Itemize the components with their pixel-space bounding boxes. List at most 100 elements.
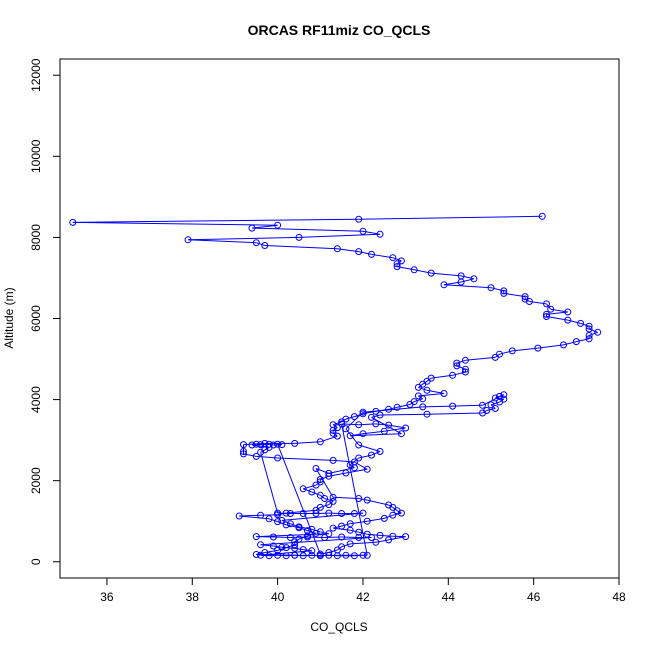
data-point [547,305,555,313]
data-point [419,403,427,411]
data-point [329,426,337,434]
series-line-segment [367,499,389,506]
series-line-segment [465,356,496,361]
data-point [265,515,273,523]
data-point [487,401,495,409]
data-point [359,408,367,416]
x-tick-label: 42 [356,590,370,604]
series-line-segment [379,413,428,416]
data-point [282,552,290,560]
data-point [585,325,593,333]
data-point [312,465,320,472]
data-point [325,501,333,509]
series-line-segment [371,451,381,456]
data-point [274,454,282,462]
data-point [368,413,375,421]
series-line-segment [396,510,402,514]
data-point [346,432,354,440]
data-point [359,227,367,235]
data-point [355,495,363,502]
series-line-segment [371,253,393,259]
series-line-segment [72,221,278,226]
data-point [457,278,465,286]
data-point [282,544,290,552]
series-line-segment [277,444,321,555]
data-point [496,392,503,400]
data-point [500,287,508,295]
series-line-segment [273,545,282,548]
data-point [363,530,371,538]
data-point [291,439,299,447]
data-point [282,521,290,529]
data-point [304,533,311,541]
series-line-segment [362,410,376,415]
data-point [385,405,393,413]
data-point [329,524,337,532]
data-point [252,239,260,247]
data-point [453,359,461,367]
data-point [355,215,363,223]
data-point [461,356,469,364]
series-line-segment [268,518,278,523]
series-line-segment [422,405,453,408]
y-tick-label: 0 [29,558,43,565]
series-line-segment [426,412,483,415]
data-point [453,362,461,370]
data-point [333,245,341,253]
series-line-segment [392,257,402,262]
series-line-segment [337,248,359,253]
data-point [368,534,375,541]
data-point [487,284,495,292]
data-point [257,448,265,456]
series-line-segment [384,427,406,432]
series-line-segment [358,454,372,459]
data-point [338,522,346,530]
data-point [316,438,324,446]
data-point [325,472,333,480]
series-line-segment [371,414,381,418]
series-line-segment [460,278,475,283]
series-line-segment [260,537,372,546]
data-point [363,517,371,525]
data-point [278,516,286,524]
data-point [368,451,375,459]
data-point [274,551,282,559]
data-point [457,272,465,280]
series-line-segment [341,523,351,527]
y-tick-label: 10000 [29,139,43,173]
data-point [508,347,516,355]
data-point [355,534,363,541]
series-line-segment [187,236,300,241]
data-point [274,221,282,229]
series-line-segment [350,541,376,545]
series-line-segment [303,488,312,493]
data-point [240,441,247,449]
data-point [350,552,358,560]
series-line-segment [264,549,278,553]
series-line-segment [563,341,577,346]
data-point [423,386,431,394]
series-line-segment [499,350,513,355]
data-point [538,212,546,220]
data-point [257,441,265,449]
data-point [397,509,405,517]
series-line-segment [320,504,329,508]
data-point [543,313,550,320]
data-point [385,421,393,429]
series-line-segment [281,512,364,521]
series-line-segment [512,347,538,352]
data-point [393,260,401,268]
data-point [376,448,384,455]
series-line-segment [588,331,598,336]
data-point [257,511,265,519]
series-line-segment [537,344,564,349]
series-line-segment [546,311,568,315]
data-point [299,552,307,560]
y-tick-label: 12000 [29,58,43,92]
series-line-segment [499,398,505,403]
data-point [423,410,431,418]
data-point [483,407,491,414]
x-tick-label: 36 [100,590,114,604]
data-point [299,485,307,493]
